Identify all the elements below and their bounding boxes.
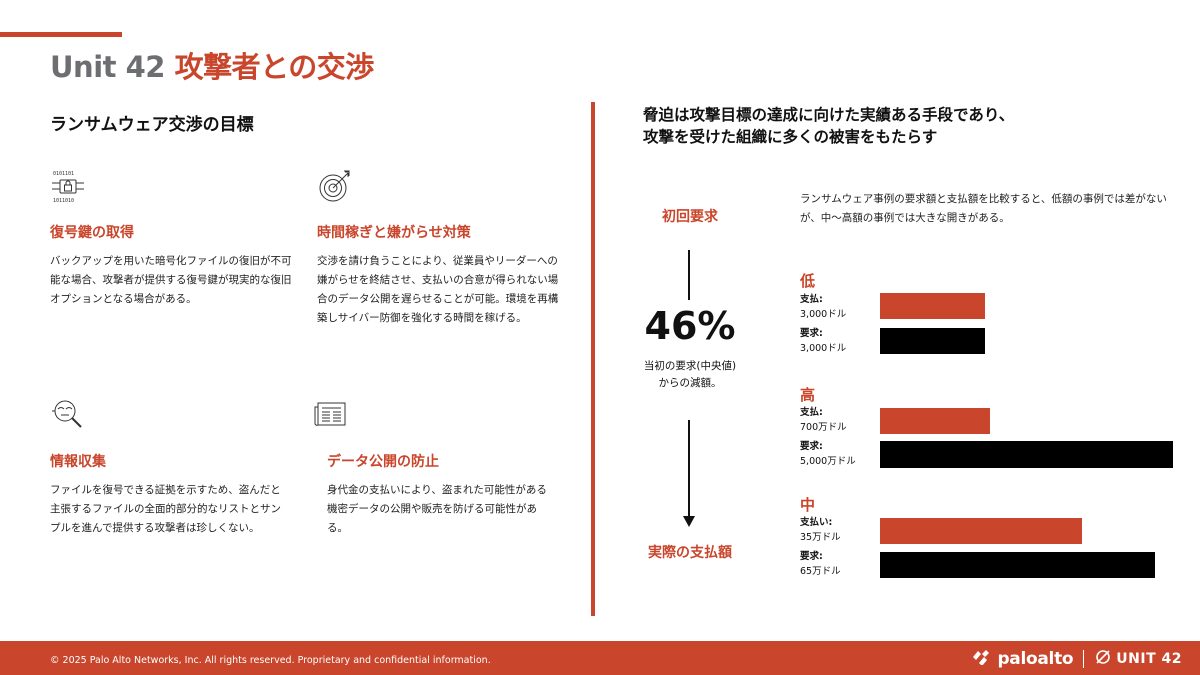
encrypted-chip-icon: 0101101 1011010 bbox=[50, 168, 86, 204]
title-unit42: Unit 42 bbox=[50, 50, 165, 84]
goal-prevent-leak: データ公開の防止 身代金の支払いにより、盗まれた可能性がある機密データの公開や販… bbox=[313, 397, 553, 538]
group-title-low: 低 bbox=[800, 272, 816, 290]
goal-title: 時間稼ぎと嫌がらせ対策 bbox=[317, 225, 471, 241]
goal-body: ファイルを復号できる証拠を示すため、盗んだと主張するファイルの全面的部分的なリス… bbox=[50, 484, 281, 534]
flow-line bbox=[688, 250, 690, 300]
goal-buy-time: 時間稼ぎと嫌がらせ対策 交渉を請け負うことにより、従業員やリーダーへの嫌がらせを… bbox=[317, 168, 565, 328]
demand-bar-mid bbox=[880, 552, 1155, 578]
goal-body: 交渉を請け負うことにより、従業員やリーダーへの嫌がらせを終結させ、支払いの合意が… bbox=[317, 255, 559, 324]
footer-brand: paloalto UNIT 42 bbox=[971, 649, 1182, 669]
goal-decryption-key: 0101101 1011010 復号鍵の取得 バックアップを用いた暗号化ファイル… bbox=[50, 168, 300, 309]
pay-label-text: 支払い: bbox=[800, 517, 833, 528]
demand-label: 要求: 3,000ドル bbox=[800, 326, 876, 356]
goal-title: 復号鍵の取得 bbox=[50, 225, 134, 241]
goal-title: データ公開の防止 bbox=[327, 454, 439, 470]
demand-value: 3,000ドル bbox=[800, 343, 847, 354]
pay-label: 支払: 700万ドル bbox=[800, 405, 876, 435]
demand-label-text: 要求: bbox=[800, 328, 823, 339]
newspaper-icon bbox=[313, 397, 349, 433]
paloalto-logo-icon bbox=[971, 649, 997, 669]
pay-label: 支払い: 35万ドル bbox=[800, 515, 876, 545]
goal-intelligence: 情報収集 ファイルを復号できる証拠を示すため、盗んだと主張するファイルの全面的部… bbox=[50, 397, 282, 538]
pay-label-text: 支払: bbox=[800, 294, 823, 305]
title-main: 攻撃者との交渉 bbox=[174, 50, 375, 84]
actual-payment-label: 実際の支払額 bbox=[648, 545, 732, 561]
pay-value: 35万ドル bbox=[800, 532, 841, 543]
unit42-logo-icon bbox=[1094, 649, 1116, 669]
pay-bar-high bbox=[880, 408, 990, 434]
first-demand-label: 初回要求 bbox=[662, 209, 718, 225]
pay-bar-low bbox=[880, 293, 985, 319]
pay-bar-mid bbox=[880, 518, 1082, 544]
goal-body: 身代金の支払いにより、盗まれた可能性がある機密データの公開や販売を防げる可能性が… bbox=[327, 484, 547, 534]
comparison-description: ランサムウェア事例の要求額と支払額を比較すると、低額の事例では差がないが、中～高… bbox=[800, 193, 1167, 224]
demand-label-text: 要求: bbox=[800, 551, 823, 562]
reduction-caption-line1: 当初の要求(中央値) bbox=[643, 360, 737, 372]
footer: © 2025 Palo Alto Networks, Inc. All righ… bbox=[0, 641, 1200, 675]
target-icon bbox=[317, 168, 353, 204]
group-title-mid: 中 bbox=[800, 496, 816, 514]
svg-text:0101101: 0101101 bbox=[53, 171, 74, 177]
demand-bar-low bbox=[880, 328, 985, 354]
pay-value: 3,000ドル bbox=[800, 309, 847, 320]
pay-label-text: 支払: bbox=[800, 407, 823, 418]
goal-body: バックアップを用いた暗号化ファイルの復旧が不可能な場合、攻撃者が提供する復号鍵が… bbox=[50, 255, 292, 305]
right-heading-line2: 攻撃を受けた組織に多くの被害をもたらす bbox=[643, 128, 938, 146]
pay-label: 支払: 3,000ドル bbox=[800, 292, 876, 322]
reduction-caption-line2: からの減額。 bbox=[658, 377, 722, 389]
goals-heading: ランサムウェア交渉の目標 bbox=[50, 115, 254, 135]
demand-label: 要求: 5,000万ドル bbox=[800, 439, 876, 469]
demand-label-text: 要求: bbox=[800, 441, 823, 452]
demand-value: 65万ドル bbox=[800, 566, 841, 577]
page-title: Unit 42 攻撃者との交渉 bbox=[50, 44, 374, 86]
down-arrow-icon bbox=[683, 516, 695, 527]
vertical-divider bbox=[591, 102, 595, 616]
investigation-icon bbox=[50, 397, 86, 433]
demand-label: 要求: 65万ドル bbox=[800, 549, 876, 579]
reduction-percent: 46% bbox=[644, 304, 736, 348]
right-heading: 脅迫は攻撃目標の達成に向けた実績ある手段であり、 攻撃を受けた組織に多くの被害を… bbox=[643, 104, 1014, 148]
copyright: © 2025 Palo Alto Networks, Inc. All righ… bbox=[50, 655, 491, 666]
group-title-high: 高 bbox=[800, 386, 816, 404]
demand-bar-high bbox=[880, 441, 1173, 468]
demand-value: 5,000万ドル bbox=[800, 456, 856, 467]
pay-value: 700万ドル bbox=[800, 422, 847, 433]
unit42-wordmark: UNIT 42 bbox=[1116, 651, 1182, 667]
top-accent-bar bbox=[0, 32, 122, 37]
paloalto-wordmark: paloalto bbox=[997, 649, 1074, 669]
svg-text:1011010: 1011010 bbox=[53, 198, 74, 204]
reduction-caption: 当初の要求(中央値) からの減額。 bbox=[630, 358, 750, 392]
brand-separator bbox=[1083, 650, 1085, 668]
goal-title: 情報収集 bbox=[50, 454, 106, 470]
flow-line bbox=[688, 420, 690, 518]
right-heading-line1: 脅迫は攻撃目標の達成に向けた実績ある手段であり、 bbox=[643, 106, 1015, 124]
